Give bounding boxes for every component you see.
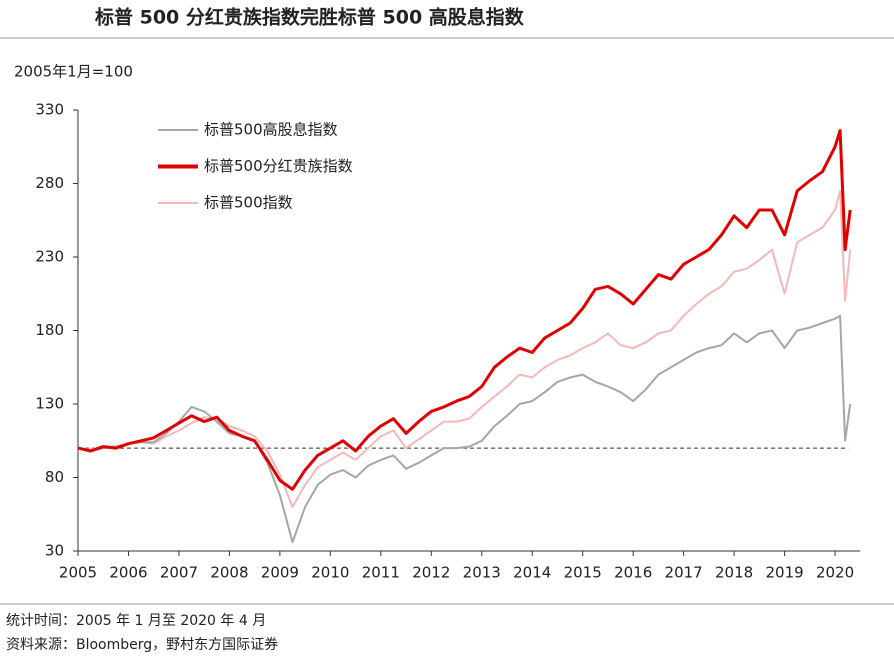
x-tick-label: 2017 [665,564,703,582]
footnote: 统计时间：2005 年 1 月至 2020 年 4 月 [6,613,266,629]
legend-label: 标普500高股息指数 [204,121,338,139]
x-tick-label: 2014 [513,564,551,582]
x-tick-label: 2008 [210,564,248,582]
footnote: 资料来源：Bloomberg，野村东方国际证券 [6,637,278,653]
y-tick-label: 30 [45,542,64,560]
x-tick-label: 2015 [564,564,602,582]
y-tick-label: 280 [35,174,64,192]
x-tick-label: 2005 [59,564,97,582]
legend-label: 标普500分红贵族指数 [204,157,353,175]
y-tick-label: 180 [35,321,64,339]
x-tick-label: 2007 [160,564,198,582]
legend-label: 标普500指数 [204,194,293,212]
x-tick-label: 2011 [362,564,400,582]
chart-title: 标普 500 分红贵族指数完胜标普 500 高股息指数 [95,6,525,29]
y-tick-label: 330 [35,101,64,119]
y-axis-label: 2005年1月=100 [14,63,133,81]
x-tick-label: 2013 [463,564,501,582]
y-tick-label: 130 [35,395,64,413]
x-tick-label: 2016 [614,564,652,582]
series-line [77,189,852,508]
y-tick-label: 80 [45,468,64,486]
y-tick-label: 230 [35,248,64,266]
x-tick-label: 2018 [715,564,753,582]
series-line [77,129,852,491]
x-tick-label: 2012 [412,564,450,582]
series-line [77,314,852,544]
x-tick-label: 2009 [261,564,299,582]
x-tick-label: 2019 [765,564,803,582]
x-tick-label: 2010 [311,564,349,582]
x-tick-label: 2006 [109,564,147,582]
x-tick-label: 2020 [816,564,854,582]
